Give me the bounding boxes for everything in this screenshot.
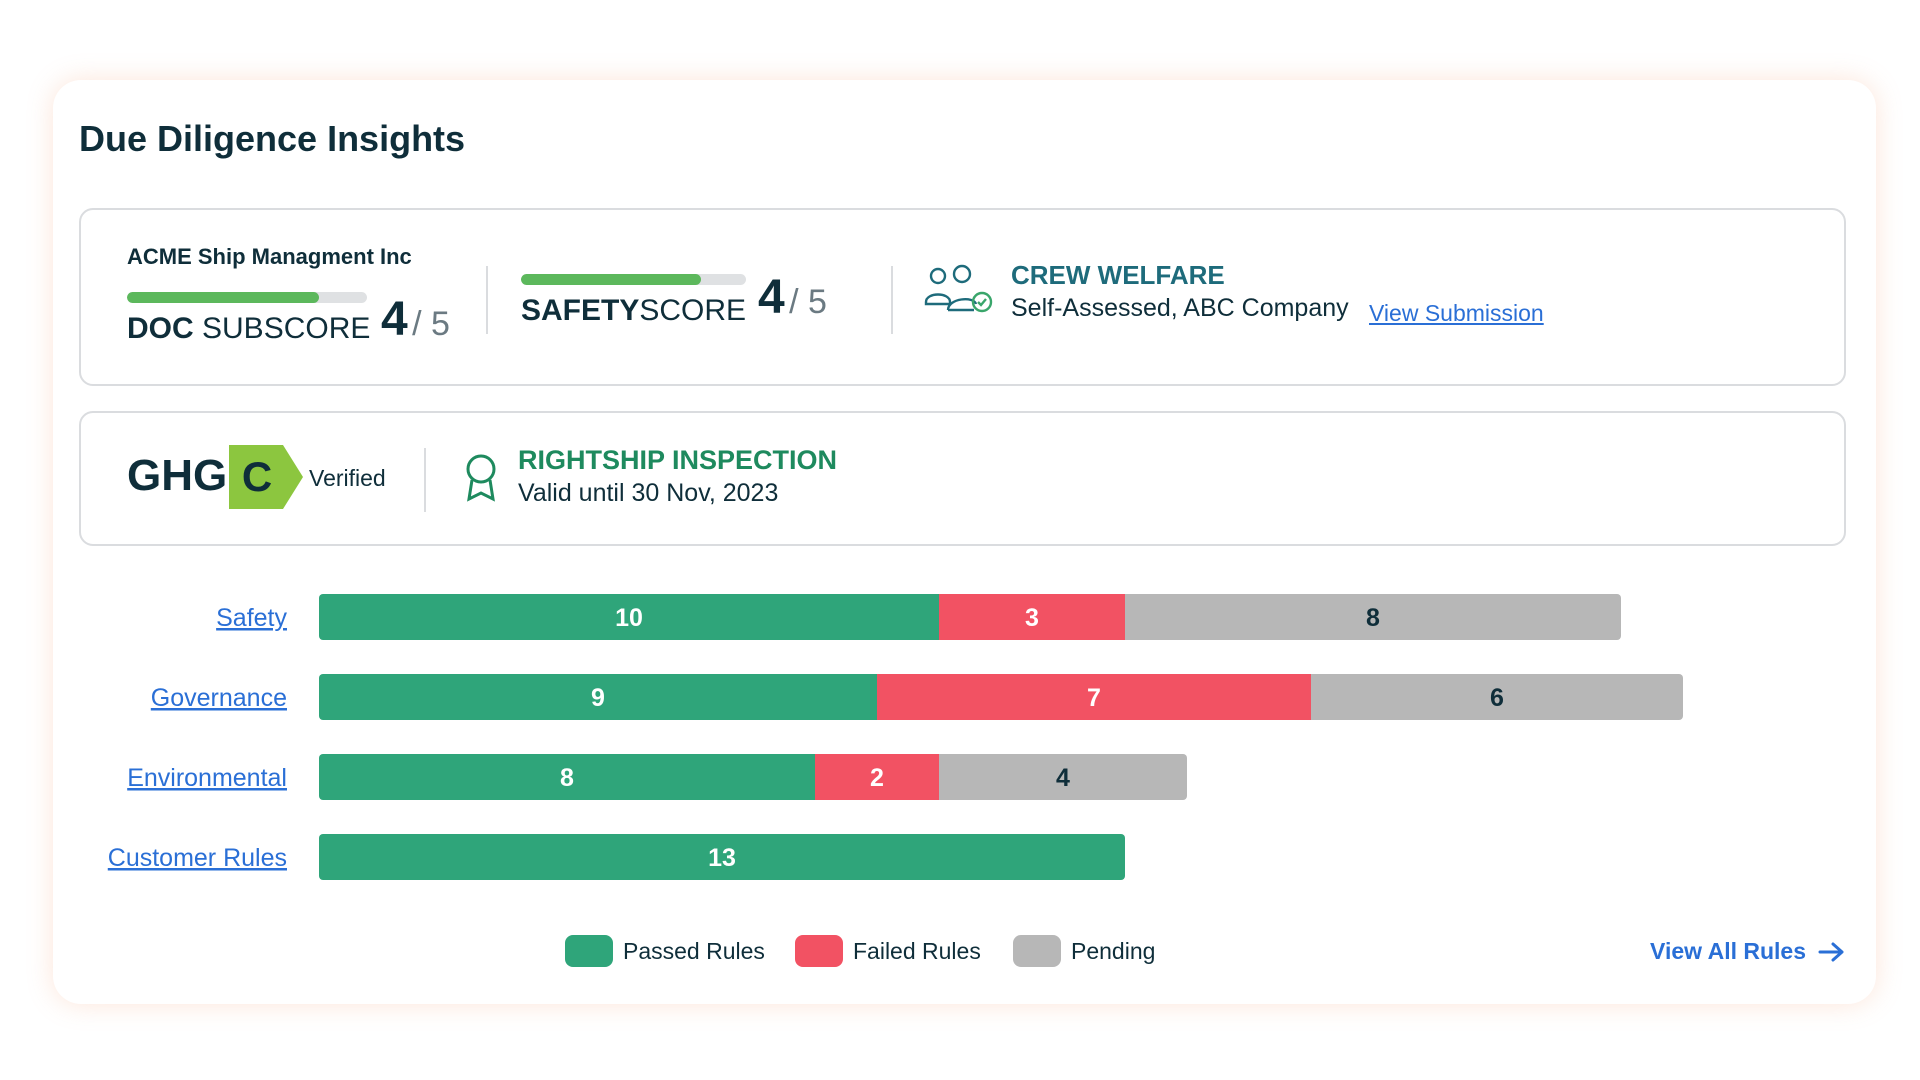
rightship-inspection-validity: Valid until 30 Nov, 2023: [518, 479, 779, 507]
view-all-rules-label: View All Rules: [1650, 938, 1806, 964]
bar-row: [319, 674, 1683, 720]
divider: [486, 266, 488, 334]
bar-value-label: 4: [1056, 764, 1070, 792]
category-link-environmental[interactable]: Environmental: [127, 764, 287, 792]
bar-value-label: 3: [1025, 604, 1039, 632]
view-all-rules-link[interactable]: View All Rules: [1650, 938, 1846, 965]
ghg-verified-label: Verified: [309, 465, 386, 491]
legend-item-passed-rules: Passed Rules: [565, 935, 765, 967]
safety-score-outof: / 5: [789, 283, 827, 321]
rightship-inspection-title: RIGHTSHIP INSPECTION: [518, 445, 838, 475]
bar-segment-failed-rules[interactable]: [815, 754, 939, 800]
legend-item-pending: Pending: [1013, 935, 1155, 967]
view-submission-link[interactable]: View Submission: [1369, 300, 1544, 326]
legend-label: Pending: [1071, 937, 1156, 964]
bar-segment-passed-rules[interactable]: [319, 674, 877, 720]
due-diligence-card: Due Diligence Insights ACME Ship Managme…: [53, 80, 1876, 1004]
legend-label: Passed Rules: [623, 937, 765, 964]
bar-segment-pending[interactable]: [1125, 594, 1621, 640]
bar-value-label: 13: [708, 844, 736, 872]
bar-value-label: 8: [1366, 604, 1380, 632]
scores-panel: ACME Ship Managment Inc DOC SUBSCORE 4 /…: [79, 208, 1846, 386]
ghg-grade-badge: C: [229, 445, 303, 514]
award-ribbon-icon: [461, 453, 501, 508]
bar-segment-pending[interactable]: [1311, 674, 1683, 720]
bar-segment-failed-rules[interactable]: [877, 674, 1311, 720]
divider: [891, 266, 893, 334]
bar-segment-passed-rules[interactable]: [319, 754, 815, 800]
bar-value-label: 7: [1087, 684, 1101, 712]
users-check-icon: [924, 264, 994, 321]
safetyscore-bar: [521, 274, 746, 285]
bar-value-label: 10: [615, 604, 643, 632]
bar-value-label: 6: [1490, 684, 1504, 712]
bar-value-label: 9: [591, 684, 605, 712]
ghg-inspection-panel: GHG C Verified RIGHTSHIP INSPECTION Vali…: [79, 411, 1846, 546]
safety-score-number: 4: [758, 271, 785, 324]
ghg-grade-letter: C: [242, 453, 272, 500]
bar-row: [319, 754, 1187, 800]
crew-welfare-title: CREW WELFARE: [1011, 260, 1225, 290]
legend-swatch: [795, 935, 843, 967]
doc-subscore-value: 4 / 5: [381, 292, 450, 347]
doc-subscore-label: DOC SUBSCORE: [127, 312, 370, 346]
legend-label: Failed Rules: [853, 937, 981, 964]
legend-swatch: [1013, 935, 1061, 967]
bar-row: [319, 834, 1125, 880]
company-name: ACME Ship Managment Inc: [127, 244, 412, 269]
doc-subscore-bar: [127, 292, 367, 303]
category-link-safety[interactable]: Safety: [216, 604, 287, 632]
rules-stacked-bar-chart: Safety 10 3 8 Governance 9 7 6 Environmental 8 2 4 C…: [108, 594, 1683, 880]
arrow-right-icon: [1818, 942, 1844, 961]
bar-value-label: 2: [870, 764, 884, 792]
legend-item-failed-rules: Failed Rules: [795, 935, 981, 967]
crew-welfare-subtitle: Self-Assessed, ABC Company: [1011, 294, 1349, 322]
safetyscore-bar-fill: [521, 274, 701, 285]
doc-score-number: 4: [381, 293, 408, 346]
divider: [424, 448, 426, 512]
safety-label-rest: SCORE: [639, 294, 747, 327]
bar-segment-passed-rules[interactable]: [319, 594, 939, 640]
doc-score-outof: / 5: [412, 305, 450, 343]
safetyscore-value: 4 / 5: [758, 270, 827, 325]
bar-segment-passed-rules[interactable]: [319, 834, 1125, 880]
bar-row: [319, 594, 1621, 640]
doc-label-bold: DOC: [127, 312, 194, 345]
category-link-customer-rules[interactable]: Customer Rules: [108, 844, 287, 872]
bar-segment-pending[interactable]: [939, 754, 1187, 800]
doc-subscore-bar-fill: [127, 292, 319, 303]
category-link-governance[interactable]: Governance: [151, 684, 287, 712]
safetyscore-label: SAFETYSCORE: [521, 294, 746, 328]
bar-segment-failed-rules[interactable]: [939, 594, 1125, 640]
legend-swatch: [565, 935, 613, 967]
ghg-label: GHG: [127, 451, 228, 500]
card-title: Due Diligence Insights: [79, 118, 466, 159]
bar-value-label: 8: [560, 764, 574, 792]
safety-label-bold: SAFETY: [521, 294, 640, 327]
doc-label-rest: SUBSCORE: [193, 312, 371, 345]
